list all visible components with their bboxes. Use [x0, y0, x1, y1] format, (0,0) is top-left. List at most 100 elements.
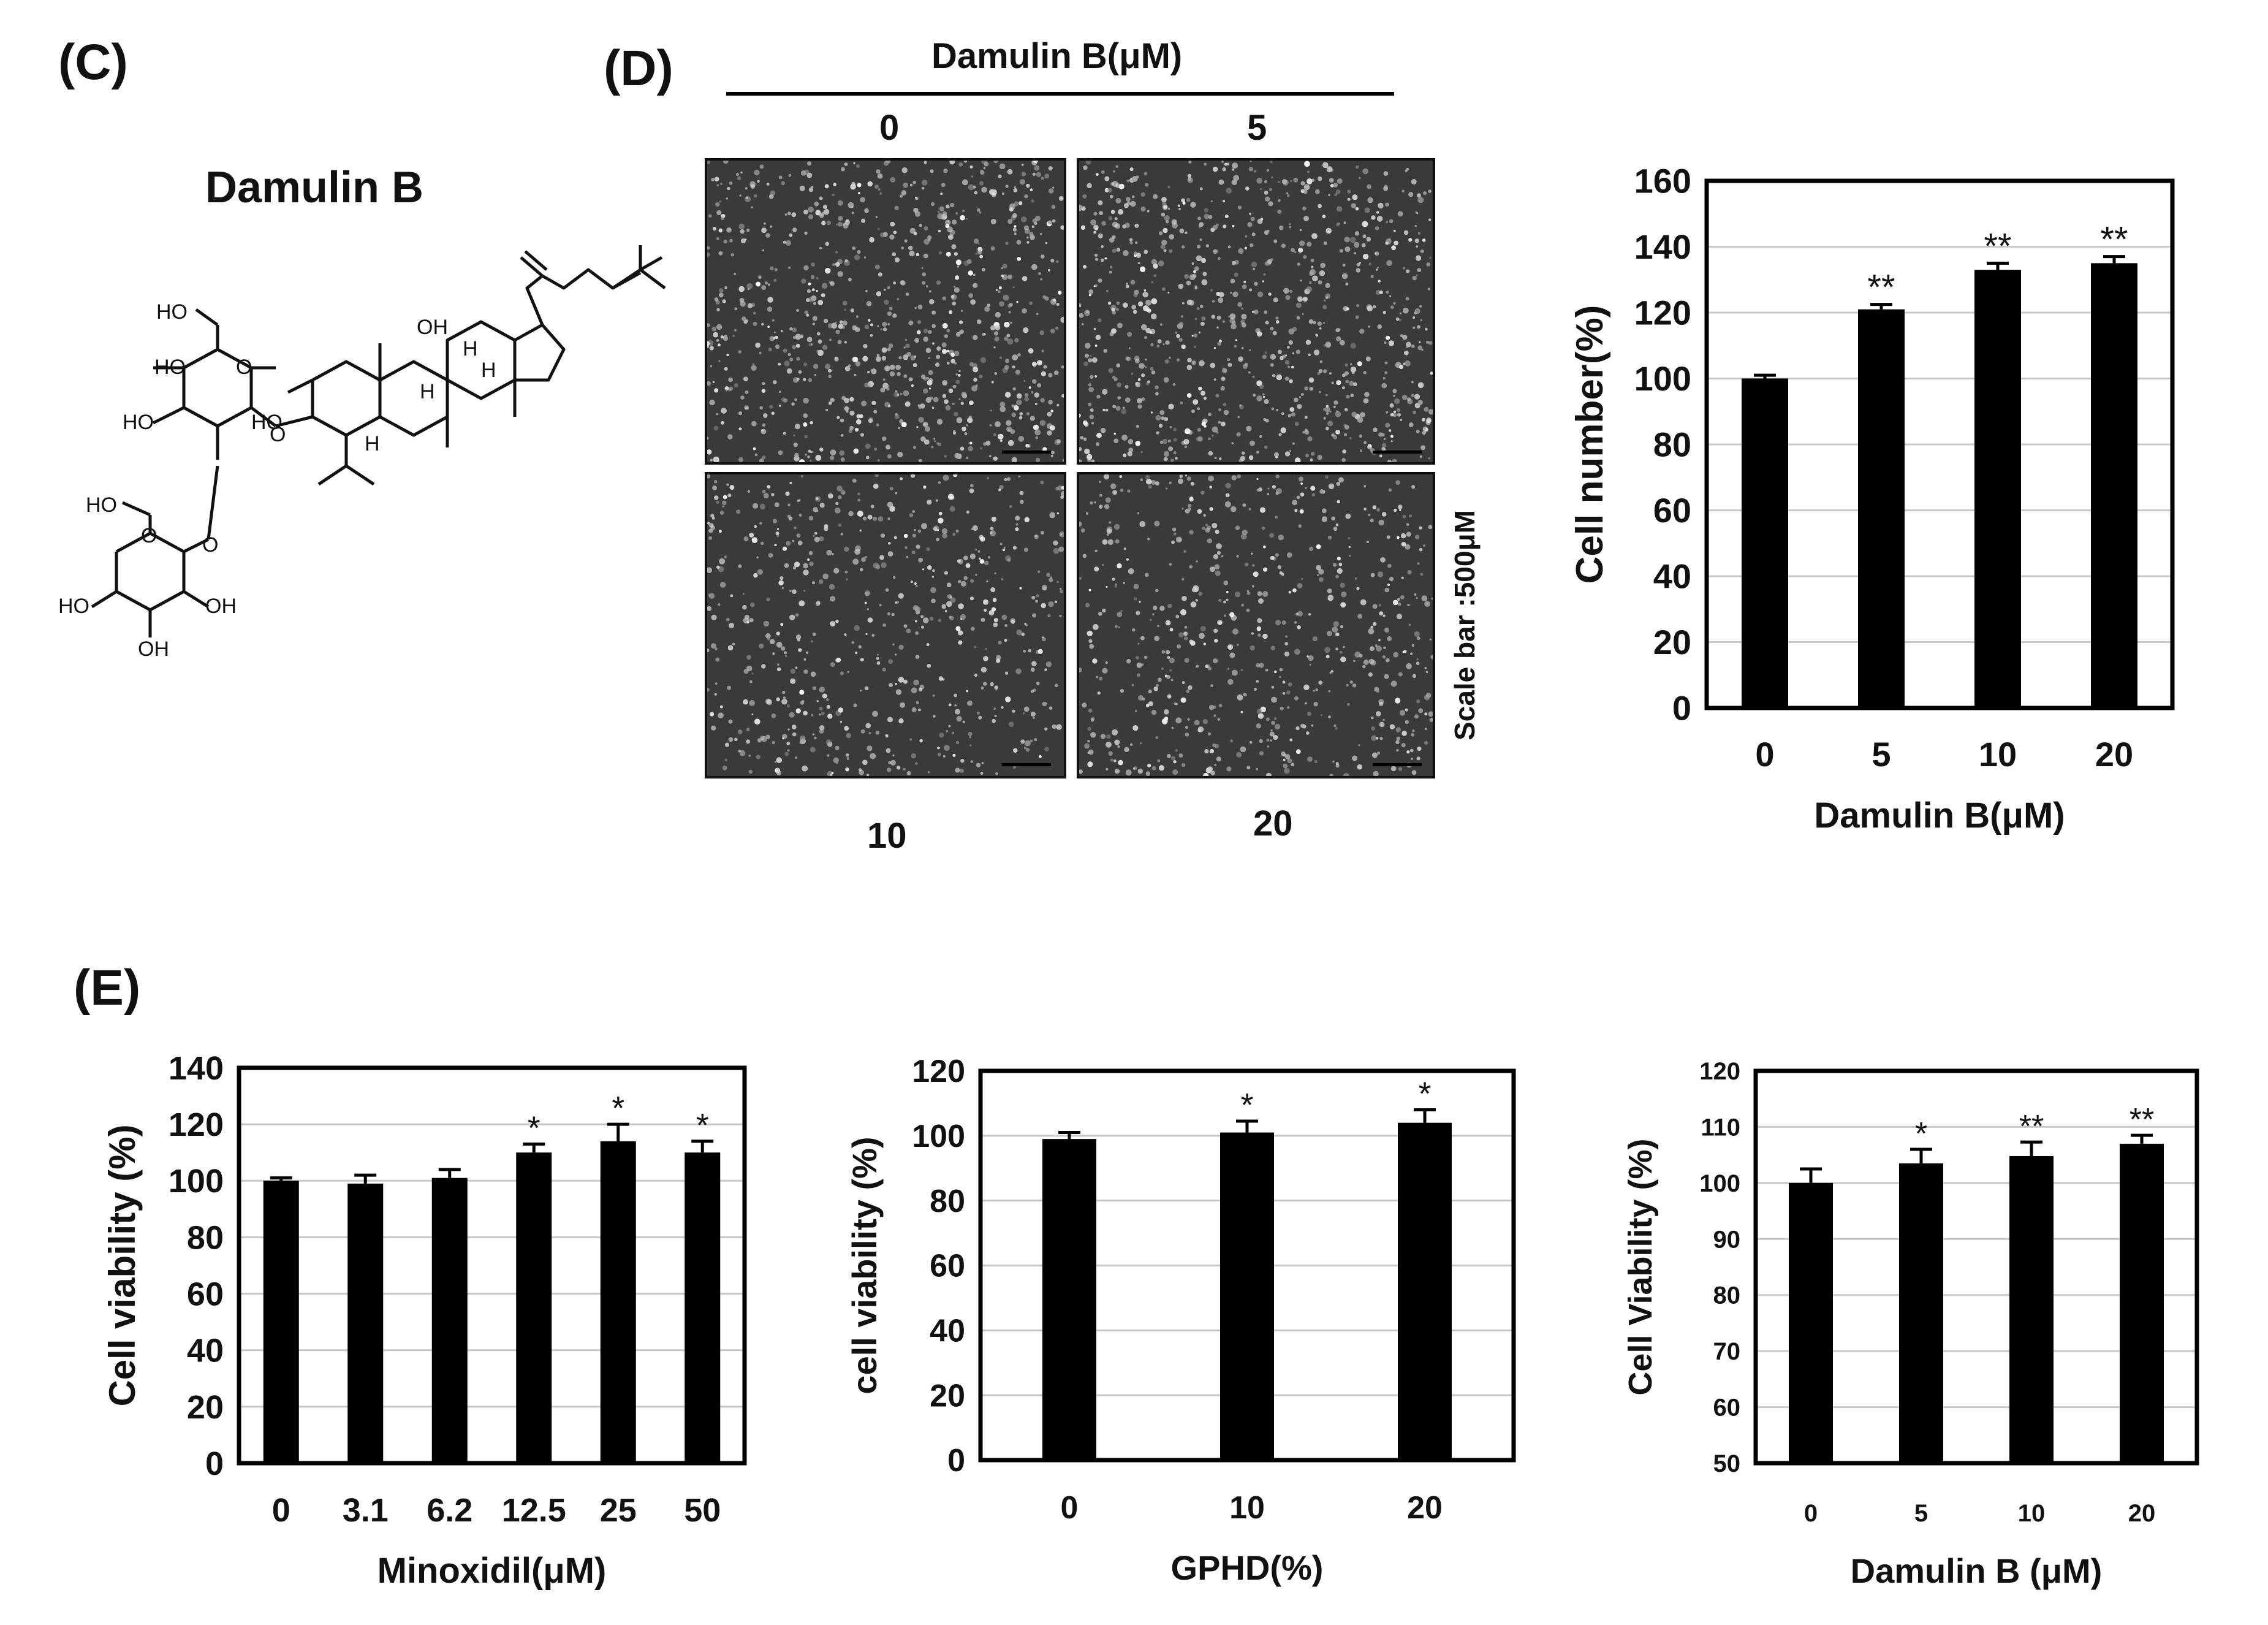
- panel-label-e: (E): [74, 960, 141, 1016]
- bar: [600, 1141, 636, 1463]
- y-axis-label: Cell number(%): [1569, 305, 1611, 584]
- compound-title: Damulin B: [205, 163, 424, 212]
- micrograph-texture: [1079, 161, 1433, 462]
- y-tick-label: 60: [930, 1249, 965, 1284]
- micrograph-5uM: [1077, 158, 1435, 465]
- y-tick-label: 0: [205, 1445, 224, 1482]
- x-tick-label: 0: [272, 1492, 290, 1529]
- bar: [347, 1183, 384, 1463]
- y-tick-label: 80: [187, 1219, 224, 1256]
- micrograph-label-10: 10: [867, 816, 907, 856]
- x-axis-label: Minoxidil(μM): [377, 1551, 607, 1591]
- y-tick-label: 80: [1653, 425, 1691, 464]
- significance-marker: **: [2019, 1109, 2044, 1144]
- y-tick-label: 110: [1701, 1114, 1740, 1141]
- y-tick-label: 160: [1634, 162, 1691, 200]
- y-tick-label: 100: [169, 1163, 224, 1200]
- y-tick-label: 0: [1672, 689, 1691, 728]
- x-axis-label: Damulin B (μM): [1851, 1551, 2103, 1590]
- significance-marker: **: [1984, 226, 2011, 266]
- scale-bar-1: [1002, 451, 1051, 454]
- y-tick-label: 20: [930, 1378, 965, 1414]
- micrograph-texture: [1079, 474, 1433, 776]
- bar: [685, 1152, 721, 1463]
- x-tick-label: 6.2: [427, 1492, 472, 1529]
- plot-frame: [237, 1065, 747, 1466]
- x-tick-label: 12.5: [502, 1492, 566, 1529]
- bar: [263, 1181, 299, 1463]
- y-tick-label: 80: [1713, 1282, 1741, 1309]
- y-tick-label: 140: [169, 1050, 224, 1087]
- y-tick-label: 50: [1713, 1450, 1741, 1477]
- y-tick-label: 40: [187, 1333, 224, 1369]
- y-tick-label: 120: [912, 1054, 965, 1089]
- micrograph-header: Damulin B(μM): [931, 36, 1183, 76]
- x-tick-label: 5: [1914, 1500, 1928, 1527]
- y-axis-label: Cell viability (%): [102, 1124, 143, 1406]
- x-tick-label: 10: [1229, 1490, 1265, 1526]
- x-tick-label: 20: [2095, 735, 2133, 774]
- y-tick-label: 100: [1634, 359, 1691, 398]
- bar: [1899, 1163, 1943, 1463]
- scale-bar-2: [1373, 451, 1422, 454]
- bar: [1398, 1122, 1452, 1460]
- bar: [1858, 309, 1905, 708]
- y-tick-label: 40: [930, 1314, 965, 1349]
- bar: [1742, 378, 1788, 708]
- significance-marker: *: [696, 1107, 709, 1144]
- plot-frame: [978, 1068, 1516, 1463]
- bar: [1042, 1139, 1096, 1460]
- micrograph-10uM: [705, 472, 1066, 778]
- micrograph-0uM: [705, 158, 1066, 465]
- bar: [2120, 1143, 2164, 1463]
- micrograph-texture: [707, 161, 1064, 462]
- x-tick-label: 10: [1979, 735, 2017, 774]
- bar: [2009, 1155, 2054, 1463]
- x-tick-label: 20: [1407, 1490, 1443, 1526]
- y-tick-label: 40: [1653, 557, 1691, 596]
- bar: [516, 1152, 552, 1463]
- x-tick-label: 0: [1061, 1490, 1079, 1526]
- y-tick-label: 90: [1713, 1226, 1741, 1253]
- significance-marker: *: [1915, 1116, 1927, 1152]
- y-tick-label: 100: [912, 1119, 965, 1154]
- x-tick-label: 0: [1755, 735, 1774, 774]
- y-axis-label: Cell Viability (%): [1622, 1138, 1659, 1395]
- x-tick-label: 50: [684, 1492, 721, 1529]
- micrograph-label-0: 0: [879, 108, 900, 148]
- significance-marker: *: [528, 1109, 540, 1146]
- y-tick-label: 20: [1653, 623, 1691, 661]
- x-tick-label: 20: [2128, 1500, 2156, 1527]
- x-axis-label: GPHD(%): [1171, 1548, 1324, 1587]
- y-tick-label: 20: [187, 1389, 224, 1426]
- bar: [2091, 263, 2137, 708]
- significance-marker: *: [1240, 1087, 1253, 1124]
- y-tick-label: 60: [187, 1276, 224, 1312]
- y-tick-label: 60: [1653, 491, 1691, 530]
- bar: [1220, 1132, 1274, 1460]
- significance-marker: **: [1867, 268, 1895, 308]
- plot-frame: [1753, 1068, 2199, 1466]
- panel-label-c: (C): [58, 34, 128, 90]
- micrograph-label-20: 20: [1253, 804, 1293, 843]
- y-tick-label: 120: [1699, 1058, 1740, 1085]
- significance-marker: *: [612, 1090, 624, 1127]
- header-rule: [726, 92, 1394, 96]
- y-tick-label: 120: [169, 1106, 224, 1143]
- x-tick-label: 3.1: [343, 1492, 389, 1529]
- scale-bar-4: [1373, 763, 1422, 766]
- y-tick-label: 120: [1634, 294, 1691, 332]
- scale-bar-3: [1002, 763, 1051, 766]
- y-tick-label: 70: [1713, 1338, 1741, 1365]
- bar: [1789, 1182, 1833, 1463]
- significance-marker: **: [2130, 1102, 2154, 1138]
- y-tick-label: 140: [1634, 227, 1691, 266]
- plot-frame: [1704, 178, 2175, 710]
- y-tick-label: 100: [1699, 1170, 1740, 1197]
- panel-label-d: (D): [604, 40, 673, 96]
- x-tick-label: 0: [1804, 1500, 1818, 1527]
